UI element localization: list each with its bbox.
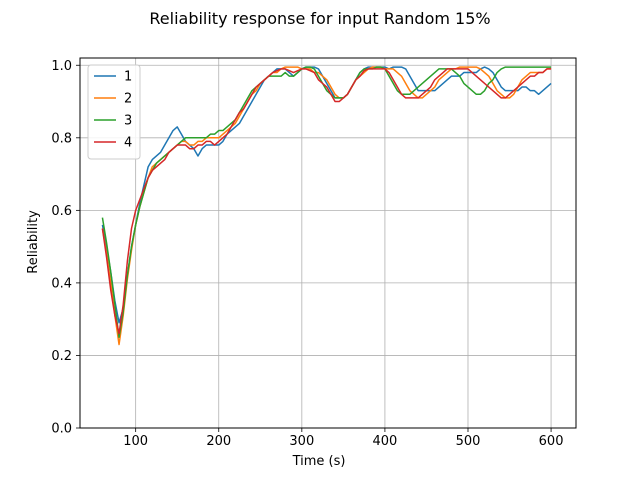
legend-label: 2 [124, 92, 132, 107]
y-tick-label: 0.6 [51, 204, 72, 219]
series-line-4 [101, 68, 552, 335]
x-tick-label: 600 [539, 434, 564, 449]
y-tick-label: 1.0 [51, 59, 72, 74]
series-line-2 [101, 66, 552, 346]
x-tick-label: 100 [123, 434, 148, 449]
x-tick-label: 400 [372, 434, 397, 449]
legend-label: 1 [124, 70, 132, 85]
x-tick-label: 500 [456, 434, 481, 449]
y-axis-label: Reliability [26, 210, 41, 274]
y-tick-label: 0.4 [51, 276, 72, 291]
x-tick-label: 300 [289, 434, 314, 449]
y-tick-label: 0.0 [51, 422, 72, 437]
x-axis-label: Time (s) [292, 454, 346, 469]
legend-box [87, 64, 141, 160]
series-line-1 [101, 66, 552, 324]
legend-label: 4 [124, 136, 132, 151]
x-tick-label: 200 [206, 434, 231, 449]
y-tick-label: 0.2 [51, 349, 72, 364]
axis-ticks: 100 200 300 400 500 600 0.0 0.2 0.4 0.6 0.8 1.0 [51, 59, 563, 449]
series-line-3 [101, 66, 552, 339]
gridlines [80, 58, 576, 429]
y-tick-label: 0.8 [51, 131, 72, 146]
legend-label: 3 [124, 114, 132, 129]
plot-frame [79, 57, 577, 429]
chart-title: Reliability response for input Random 15… [149, 9, 490, 28]
series-lines [101, 66, 552, 346]
legend: 1 2 3 4 [87, 64, 141, 160]
